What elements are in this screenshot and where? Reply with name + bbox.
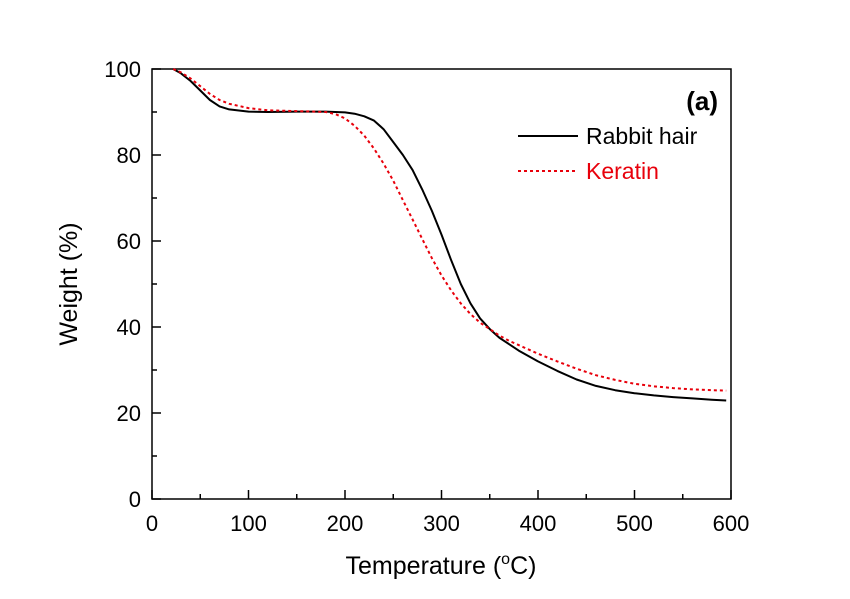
legend: Rabbit hair Keratin xyxy=(518,123,698,184)
y-tick-label: 100 xyxy=(104,57,141,82)
legend-label-rabbit-hair: Rabbit hair xyxy=(586,123,698,149)
x-tick-label: 600 xyxy=(713,511,750,536)
x-tick-label: 500 xyxy=(616,511,653,536)
x-tick-label: 400 xyxy=(520,511,557,536)
x-tick-label: 0 xyxy=(146,511,158,536)
y-tick-label: 20 xyxy=(117,401,141,426)
x-tick-label: 100 xyxy=(230,511,267,536)
x-tick-label: 200 xyxy=(327,511,364,536)
x-tick-labels: 0 100 200 300 400 500 600 xyxy=(146,511,749,536)
y-axis-title: Weight (%) xyxy=(55,222,83,345)
y-tick-labels: 0 20 40 60 80 100 xyxy=(104,57,141,512)
y-tick-label: 60 xyxy=(117,229,141,254)
axis-ticks xyxy=(151,68,732,500)
y-tick-label: 80 xyxy=(117,143,141,168)
legend-label-keratin: Keratin xyxy=(586,158,659,184)
y-tick-label: 0 xyxy=(129,487,141,512)
series-line-rabbit-hair xyxy=(172,68,727,402)
x-axis-title: Temperature (oC) xyxy=(346,551,537,580)
y-tick-label: 40 xyxy=(117,315,141,340)
x-tick-label: 300 xyxy=(423,511,460,536)
panel-label: (a) xyxy=(686,86,718,116)
series-layer xyxy=(172,68,727,402)
degree-superscript: o xyxy=(501,551,510,568)
series-line-keratin xyxy=(172,68,727,392)
